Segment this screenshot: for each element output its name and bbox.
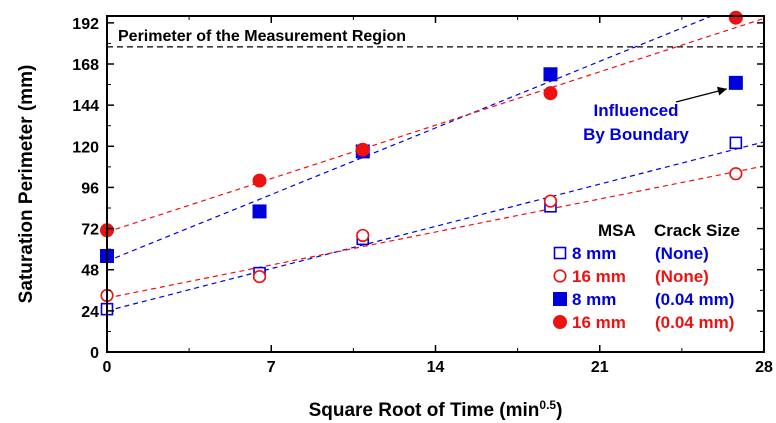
points-layer	[100, 10, 743, 316]
annotation-arrowhead	[717, 86, 727, 96]
legend-msa-1: 16 mm	[572, 267, 626, 286]
point-3-1	[252, 173, 267, 188]
x-tick-label-3: 21	[591, 359, 609, 376]
legend-crack-2: (0.04 mm)	[655, 290, 734, 309]
y-tick-label-7: 168	[72, 57, 99, 74]
legend-marker-1	[553, 269, 567, 283]
y-tick-label-6: 144	[72, 98, 99, 115]
point-2-4	[728, 75, 743, 90]
legend-marker-2	[553, 292, 567, 306]
y-tick-label-3: 72	[81, 222, 99, 239]
annotation-line-1: Influenced	[593, 101, 678, 120]
x-axis-label-main: Square Root of Time (min	[309, 400, 540, 421]
x-tick-label-1: 7	[267, 359, 276, 376]
y-tick-label-5: 120	[72, 139, 99, 156]
trendline-2	[107, 16, 714, 262]
y-tick-label-8: 192	[72, 16, 99, 33]
point-0-4	[729, 136, 743, 150]
annotation-line-2: By Boundary	[583, 125, 689, 144]
point-1-3	[543, 194, 558, 208]
legend-crack-1: (None)	[655, 267, 709, 286]
trendline-3	[107, 17, 764, 233]
point-3-3	[543, 86, 558, 101]
legend-crack-0: (None)	[655, 244, 709, 263]
y-tick-label-1: 24	[81, 304, 99, 321]
trendline-1	[107, 165, 764, 299]
legend-header-crack: Crack Size	[654, 221, 740, 240]
legend-marker-3	[553, 315, 567, 329]
legend-msa-2: 8 mm	[572, 290, 616, 309]
legend-header-msa: MSA	[598, 221, 636, 240]
x-tick-label-2: 14	[427, 359, 445, 376]
point-2-3	[543, 67, 558, 82]
x-axis-label-sup: 0.5	[539, 398, 556, 412]
y-tick-label-4: 96	[81, 180, 99, 197]
x-axis-label: Square Root of Time (min0.5)	[309, 398, 563, 421]
reference-line-label: Perimeter of the Measurement Region	[118, 28, 406, 45]
text-layer: Perimeter of the Measurement Region 0 7 14 2…	[16, 16, 773, 421]
y-tick-label-0: 0	[90, 345, 99, 362]
x-tick-label-0: 0	[103, 359, 112, 376]
point-3-4	[728, 10, 743, 25]
y-axis-label: Saturation Perimeter (mm)	[16, 65, 37, 304]
x-tick-label-4: 28	[755, 359, 773, 376]
ticks-layer	[106, 16, 765, 353]
point-1-2	[356, 228, 370, 243]
legend-crack-3: (0.04 mm)	[655, 313, 734, 332]
point-2-1	[252, 204, 267, 219]
legend-msa-3: 16 mm	[572, 313, 626, 332]
trendline-layer	[107, 16, 764, 312]
legend: MSA Crack Size 8 mm (None) 16 mm (None) 8 mm (0…	[553, 221, 740, 332]
point-1-1	[252, 269, 267, 284]
point-1-4	[729, 167, 743, 181]
y-tick-label-2: 48	[81, 263, 99, 280]
legend-marker-0	[553, 246, 567, 260]
point-3-2	[355, 142, 370, 157]
x-axis-label-close: )	[556, 400, 562, 421]
legend-msa-0: 8 mm	[572, 244, 616, 263]
